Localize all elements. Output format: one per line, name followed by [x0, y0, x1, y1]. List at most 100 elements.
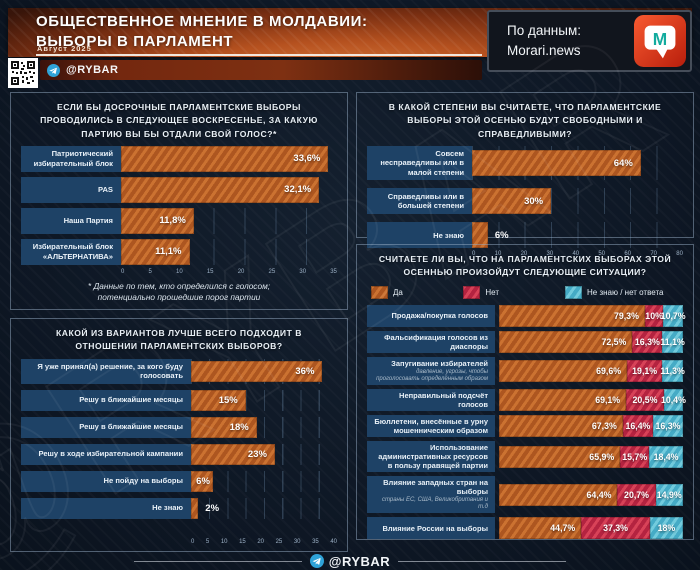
category-label: Продажа/покупка голосов	[367, 304, 495, 327]
value-label: 15%	[218, 394, 238, 406]
axis-tick: 0	[191, 539, 195, 545]
axis-tick: 60	[624, 251, 632, 258]
bar-row: Решу в ходе избирательной кампании 23%	[21, 443, 337, 465]
segment-value: 67,3%	[591, 421, 617, 431]
segment-yes: 64,4%	[499, 483, 618, 506]
axis-tick: 20	[520, 251, 528, 258]
stacked-bar: 64,4% 20,7% 14,9%	[499, 483, 683, 506]
legend-label: Нет	[485, 287, 500, 297]
stacked-row: Продажа/покупка голосов 79,3% 10% 10,7%	[367, 304, 686, 327]
category-label: Патриотический избирательный блок	[21, 145, 121, 172]
segment-yes: 44,7%	[499, 517, 582, 540]
date-label: Август 2025	[37, 44, 92, 53]
legend-label: Да	[393, 287, 403, 297]
bar-track: 32,1%	[121, 176, 337, 203]
footer-channel: @RYBAR	[309, 554, 390, 569]
segment-value: 16,3%	[655, 421, 681, 431]
category-label: Бюллетени, внесённые в урну мошеннически…	[367, 415, 495, 437]
segment-value: 19,1%	[632, 365, 658, 376]
page-title-line1: ОБЩЕСТВЕННОЕ МНЕНИЕ В МОЛДАВИИ:	[36, 13, 368, 30]
axis-spacer	[21, 539, 191, 545]
bar-rows: Совсем несправедливы или в малой степени…	[367, 145, 683, 249]
segment-value: 69,1%	[595, 395, 621, 405]
axis-ticks: 0 5 10 15 20 25 30 35	[121, 269, 337, 275]
segment-dk: 11,3%	[660, 359, 685, 382]
stacked-bar: 69,1% 20,5% 10,4%	[499, 389, 686, 411]
footnote-line2: потенциально прошедшие порог партии	[97, 291, 261, 302]
category-label: Использование административных ресурсов …	[367, 441, 495, 472]
bar: 6%	[191, 470, 213, 492]
axis-tick: 50	[598, 251, 606, 258]
header-underline	[36, 54, 482, 56]
segment-value: 79,3%	[613, 310, 639, 321]
stacked-rows: Продажа/покупка голосов 79,3% 10% 10,7% …	[367, 304, 686, 540]
footnote-line1: * Данные по тем, кто определился с голос…	[87, 280, 271, 291]
qr-code	[8, 58, 38, 88]
segment-value: 10%	[645, 310, 663, 321]
footer: @RYBAR	[0, 552, 700, 570]
stacked-row: Влияние России на выборы 44,7% 37,3% 18%	[367, 517, 683, 540]
footer-line-left	[133, 560, 302, 562]
value-label: 33,6%	[293, 153, 321, 165]
segment-no: 20,5%	[626, 389, 664, 411]
axis-tick: 10	[494, 251, 502, 258]
axis-ticks: 0 10 20 30 40 50 60 70 80	[472, 251, 683, 257]
bar-rows: Патриотический избирательный блок 33,6% …	[21, 145, 337, 266]
axis-tick: 40	[572, 251, 580, 258]
legend-item-dk: Не знаю / нет ответа	[565, 285, 663, 299]
category-text: Влияние России на выборы	[382, 523, 488, 533]
category-text: Продажа/покупка голосов	[391, 311, 488, 321]
category-label: Избирательный блок «АЛЬТЕРНАТИВА»	[21, 238, 121, 265]
source-text: По данным: Morari.news	[507, 21, 581, 60]
bar-row: Патриотический избирательный блок 33,6%	[21, 145, 337, 172]
channel-handle: @RYBAR	[66, 64, 119, 76]
segment-value: 44,7%	[550, 523, 576, 534]
axis-tick: 5	[148, 268, 152, 275]
category-text: Фальсификация голосов из диаспоры	[384, 332, 488, 351]
segment-value: 10,4%	[660, 395, 686, 405]
stacked-bar: 72,5% 16,3% 11,1%	[499, 330, 685, 353]
bar-row: Я уже принял(а) решение, за кого буду го…	[21, 358, 337, 384]
segment-dk: 10,4%	[660, 389, 686, 411]
axis-tick: 20	[257, 539, 264, 545]
value-label: 6%	[196, 475, 210, 487]
bar-track: 15%	[191, 389, 337, 411]
legend-item-no: Нет	[463, 285, 565, 299]
bar-track: 2%	[191, 497, 337, 519]
segment-value: 16,3%	[634, 336, 660, 347]
source-box: По данным: Morari.news M	[487, 10, 692, 72]
bar-row: Решу в ближайшие месяцы 18%	[21, 416, 337, 438]
bar-track: 11,1%	[121, 238, 337, 265]
x-axis: 0 5 10 15 20 25 30 35	[21, 269, 337, 275]
category-text: Запугивание избирателей	[391, 358, 488, 368]
x-axis: 0 5 10 15 20 25 30 35 40	[21, 539, 337, 545]
bar-track: 33,6%	[121, 145, 337, 172]
source-name: Morari.news	[507, 43, 581, 58]
segment-yes: 69,1%	[499, 389, 627, 411]
bar: 18%	[191, 416, 257, 438]
category-text: Неправильный подсчёт голосов	[399, 391, 488, 409]
logo-letter: M	[653, 29, 667, 49]
stacked-bar: 69,6% 19,1% 11,3%	[499, 359, 685, 382]
segment-value: 64,4%	[586, 489, 612, 500]
axis-tick: 40	[330, 539, 337, 545]
value-label: 6%	[494, 229, 509, 241]
stacked-bar: 44,7% 37,3% 18%	[499, 517, 683, 540]
axis-tick: 0	[121, 268, 125, 275]
segment-value: 15,7%	[622, 451, 648, 462]
bar: 30%	[472, 188, 552, 215]
category-text: Бюллетени, внесённые в урну мошеннически…	[374, 417, 488, 435]
segment-value: 11,1%	[660, 336, 685, 347]
axis-tick: 30	[293, 539, 301, 545]
category-subtext: страны ЕС, США, Великобритания и т.д	[381, 497, 488, 511]
bar-row: Решу в ближайшие месяцы 15%	[21, 389, 337, 411]
segment-dk: 11,1%	[660, 330, 685, 353]
bar: 15%	[191, 389, 246, 411]
axis-tick: 25	[268, 268, 276, 275]
axis-tick: 80	[676, 251, 683, 258]
category-label: Запугивание избирателей давление, угрозы…	[367, 356, 495, 385]
bar: 33,6%	[121, 145, 329, 172]
category-label: Не знаю	[21, 497, 191, 519]
segment-dk: 14,9%	[655, 483, 683, 506]
